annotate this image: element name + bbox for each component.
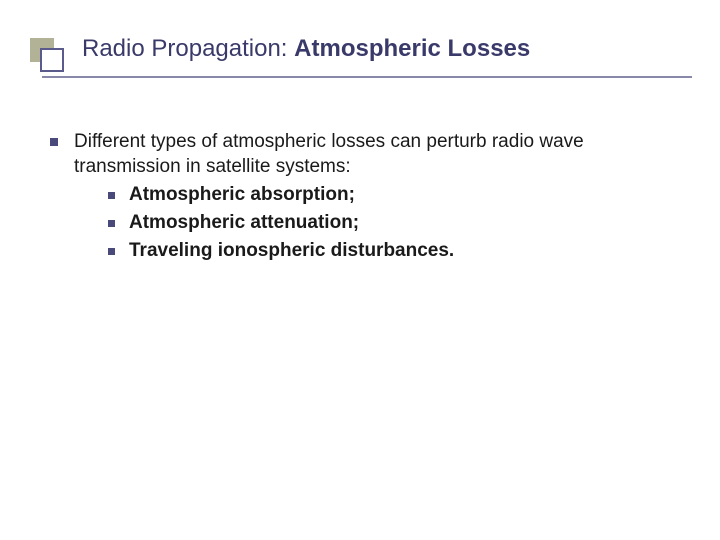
sub-bullet-list: Atmospheric absorption; Atmospheric atte… [108, 183, 690, 263]
sub-bullet-text: Atmospheric attenuation; [129, 211, 359, 236]
title-part2: Atmospheric Losses [294, 35, 530, 62]
square-bullet-icon [108, 248, 115, 255]
square-bullet-icon [108, 220, 115, 227]
title-decorative-box [30, 38, 66, 74]
box-front-square [40, 48, 64, 72]
title-part1: Radio Propagation: [82, 35, 294, 62]
title-underline [42, 76, 692, 78]
content-area: Different types of atmospheric losses ca… [50, 130, 690, 266]
square-bullet-icon [108, 192, 115, 199]
sub-bullet-row: Atmospheric attenuation; [108, 211, 690, 236]
main-bullet-text: Different types of atmospheric losses ca… [74, 130, 690, 179]
sub-bullet-row: Atmospheric absorption; [108, 183, 690, 208]
main-bullet-row: Different types of atmospheric losses ca… [50, 130, 690, 179]
sub-bullet-row: Traveling ionospheric disturbances. [108, 239, 690, 264]
sub-bullet-text: Traveling ionospheric disturbances. [129, 239, 454, 264]
sub-bullet-text: Atmospheric absorption; [129, 183, 355, 208]
square-bullet-icon [50, 138, 58, 146]
slide-title: Radio Propagation: Atmospheric Losses [82, 35, 530, 63]
